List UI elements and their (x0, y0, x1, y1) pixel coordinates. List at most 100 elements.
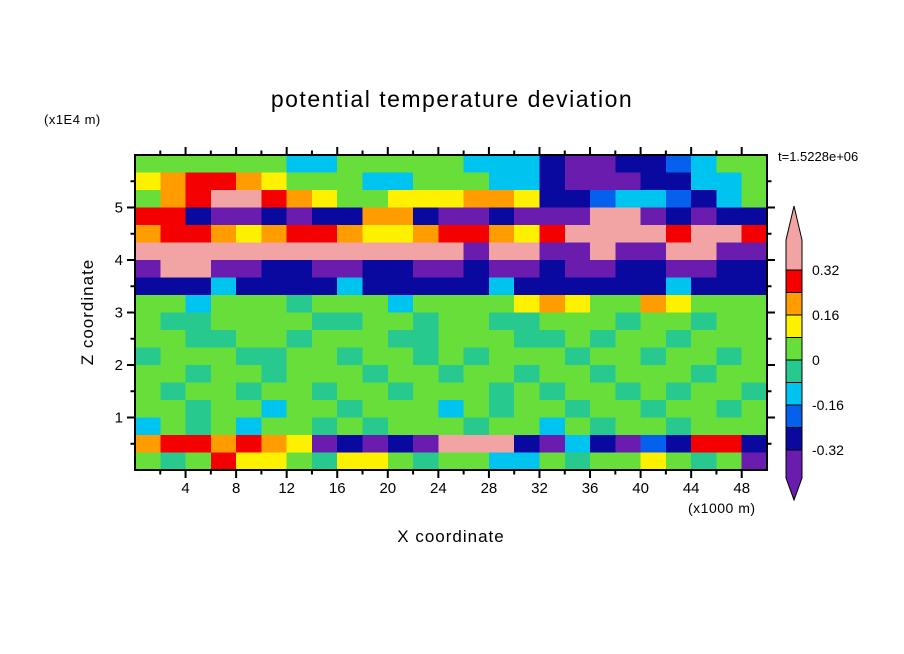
heatmap-cell (160, 347, 187, 366)
heatmap-cell (261, 382, 288, 401)
heatmap-cell (413, 312, 439, 331)
heatmap-cell (286, 155, 313, 174)
heatmap-cell (286, 382, 313, 401)
colorbar-tick-label: 0.16 (812, 307, 839, 323)
heatmap-cell (337, 155, 364, 174)
heatmap-cell (691, 382, 718, 401)
heatmap-cell (488, 365, 515, 384)
heatmap-cell (210, 365, 237, 384)
heatmap-cell (741, 382, 767, 401)
heatmap-cell (236, 277, 262, 296)
heatmap-cell (337, 225, 364, 244)
heatmap-cell (185, 400, 212, 419)
heatmap-cell (463, 382, 490, 401)
heatmap-cell (741, 225, 767, 244)
heatmap-cell (160, 382, 187, 401)
heatmap-cell (691, 225, 718, 244)
heatmap-cell (488, 382, 515, 401)
heatmap-cell (590, 365, 616, 384)
heatmap-cell (311, 347, 338, 366)
heatmap-cell (387, 172, 414, 191)
heatmap-cell (590, 172, 616, 191)
heatmap-cell (311, 330, 338, 349)
heatmap-cell (741, 365, 767, 384)
colorbar-segment (785, 292, 803, 316)
heatmap-cell (615, 155, 642, 174)
heatmap-cell (135, 225, 161, 244)
heatmap-cell (665, 155, 692, 174)
heatmap-cell (236, 330, 262, 349)
heatmap-cell (438, 365, 465, 384)
heatmap-cell (135, 207, 161, 226)
heatmap-cell (640, 417, 667, 436)
heatmap-cell (160, 365, 187, 384)
x-tick-label: 16 (329, 480, 346, 497)
x-tick-label: 44 (683, 480, 700, 497)
heatmap-cell (261, 365, 288, 384)
heatmap-cell (590, 417, 616, 436)
y-tick-label: 3 (115, 305, 123, 322)
heatmap-cell (691, 417, 718, 436)
heatmap-cell (539, 382, 566, 401)
heatmap-cell (741, 260, 767, 279)
heatmap-cell (387, 347, 414, 366)
heatmap-cell (438, 330, 465, 349)
heatmap-cell (463, 225, 490, 244)
heatmap-cell (160, 207, 187, 226)
heatmap-cell (185, 225, 212, 244)
heatmap-cell (590, 155, 616, 174)
heatmap-cell (210, 452, 237, 470)
heatmap-cell (286, 172, 313, 191)
heatmap-cell (665, 295, 692, 314)
heatmap-cell (564, 260, 591, 279)
heatmap-cell (362, 190, 389, 209)
heatmap-cell (539, 312, 566, 331)
heatmap-cell (463, 400, 490, 419)
x-axis-unit-label: (x1000 m) (688, 500, 756, 516)
heatmap-cell (741, 417, 767, 436)
heatmap-cell (387, 295, 414, 314)
heatmap-cell (691, 172, 718, 191)
heatmap-cell (691, 242, 718, 261)
colorbar-tick-label: 0.32 (812, 262, 839, 278)
heatmap-cell (185, 190, 212, 209)
heatmap-cell (210, 190, 237, 209)
heatmap-cell (210, 330, 237, 349)
heatmap-cell (741, 312, 767, 331)
heatmap-cell (438, 277, 465, 296)
heatmap-cell (590, 330, 616, 349)
heatmap-cell (185, 365, 212, 384)
heatmap-cell (160, 295, 187, 314)
heatmap-cell (463, 295, 490, 314)
heatmap-cell (514, 172, 541, 191)
heatmap-cell (286, 190, 313, 209)
heatmap-cell (135, 295, 161, 314)
heatmap-cell (665, 260, 692, 279)
heatmap-cell (640, 260, 667, 279)
heatmap-cell (590, 382, 616, 401)
heatmap-cell (665, 172, 692, 191)
heatmap-cell (135, 365, 161, 384)
heatmap-cell (261, 417, 288, 436)
heatmap-cell (413, 400, 439, 419)
heatmap-cell (337, 435, 364, 454)
heatmap-cell (665, 242, 692, 261)
heatmap-cell (337, 400, 364, 419)
heatmap-cell (741, 330, 767, 349)
heatmap-cell (741, 242, 767, 261)
heatmap-cell (160, 400, 187, 419)
heatmap-cell (286, 365, 313, 384)
heatmap-cell (716, 295, 743, 314)
heatmap-cell (236, 435, 262, 454)
heatmap-cell (185, 382, 212, 401)
heatmap-cell (539, 242, 566, 261)
heatmap-cell (640, 312, 667, 331)
heatmap-cell (311, 365, 338, 384)
heatmap-cell (413, 190, 439, 209)
heatmap-cell (337, 312, 364, 331)
heatmap-cell (488, 295, 515, 314)
heatmap-cell (311, 417, 338, 436)
heatmap-cell (665, 382, 692, 401)
heatmap-cell (514, 417, 541, 436)
heatmap-cell (640, 365, 667, 384)
